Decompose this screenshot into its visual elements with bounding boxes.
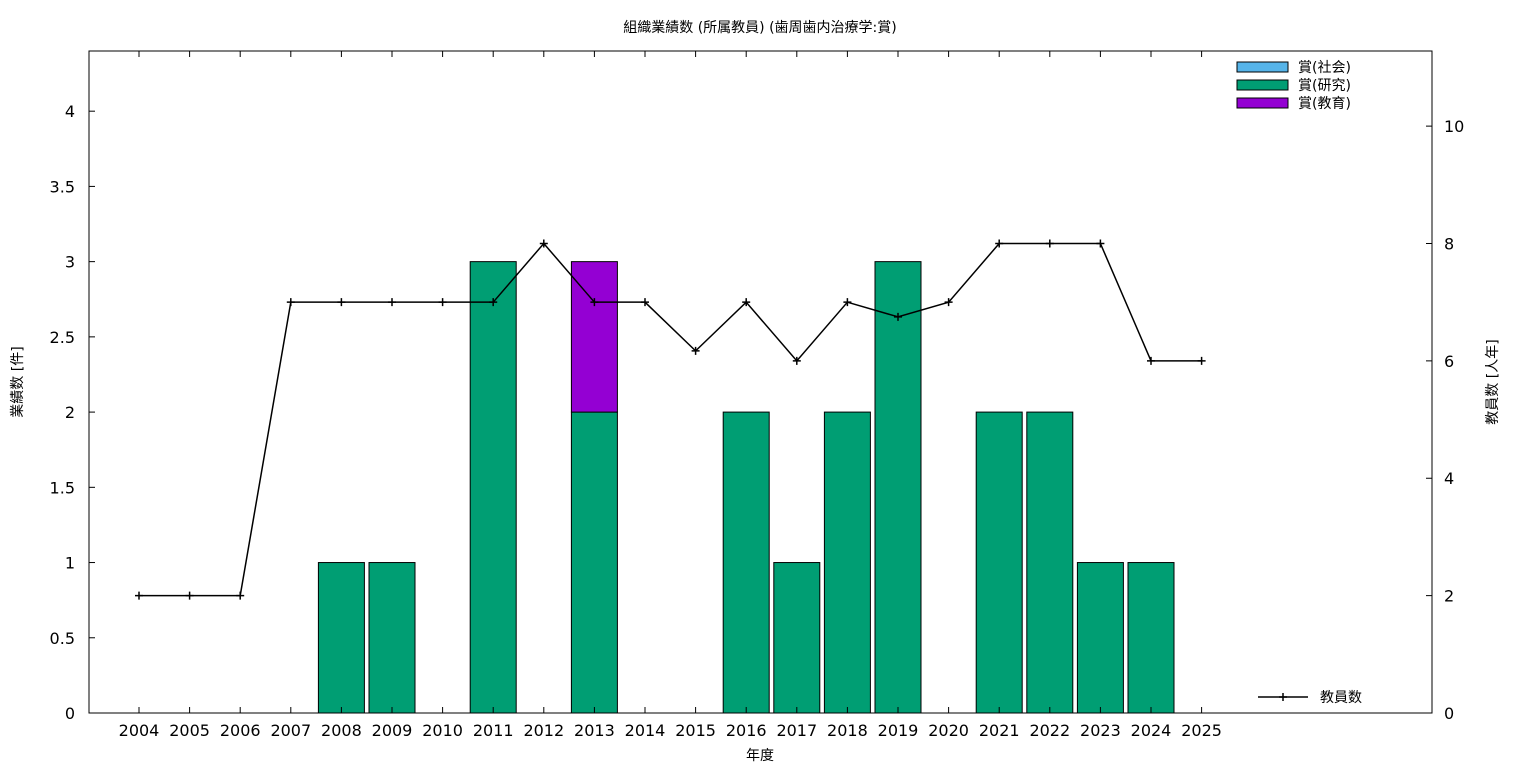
x-tick-label-15: 2019	[878, 721, 919, 740]
x-tick-label-12: 2016	[726, 721, 767, 740]
x-tick-label-13: 2017	[776, 721, 817, 740]
line-point-13	[792, 356, 801, 365]
line-series-path	[139, 242, 1202, 597]
x-axis-label: 年度	[746, 748, 774, 764]
x-tick-label-5: 2009	[372, 721, 413, 740]
x-tick-label-2: 2006	[220, 721, 261, 740]
line-point-5	[388, 298, 396, 307]
line-point-10	[641, 298, 649, 307]
line-point-11	[691, 346, 700, 355]
line-point-1	[185, 591, 194, 600]
legend-label-2: 賞(教育)	[1298, 96, 1351, 112]
bar-1-14	[823, 411, 871, 714]
bar-2-9	[570, 261, 618, 413]
y2-tick-label-1: 2	[1444, 587, 1454, 606]
y-axis-label: 業績数 [件]	[10, 346, 26, 417]
y-tick-label-2: 1	[65, 554, 75, 573]
line-point-9	[590, 298, 599, 307]
x-tick-label-17: 2021	[979, 721, 1020, 740]
line-point-12	[742, 298, 751, 307]
y2-tick-label-3: 6	[1444, 352, 1454, 371]
x-tick-label-7: 2011	[473, 721, 514, 740]
chart-title: 組織業績数 (所属教員) (歯周歯内治療学:賞)	[623, 19, 896, 36]
bar-1-20	[1127, 562, 1175, 714]
x-tick-label-20: 2024	[1131, 721, 1172, 740]
legend: 賞(社会) 賞(研究) 賞(教育)	[1236, 60, 1351, 112]
x-tick-label-18: 2022	[1029, 721, 1070, 740]
bar-1-5	[368, 562, 416, 714]
line-point-6	[438, 298, 447, 307]
x-tick-label-3: 2007	[270, 721, 311, 740]
legend-line-label: 教員数	[1320, 690, 1362, 706]
line-point-0	[135, 591, 143, 600]
line-point-8	[539, 239, 548, 248]
x-tick-label-1: 2005	[169, 721, 210, 740]
bar-1-18	[1026, 411, 1074, 714]
x-tick-label-10: 2014	[625, 721, 666, 740]
x-tick-label-0: 2004	[119, 721, 160, 740]
line-point-14	[843, 298, 852, 307]
legend-swatch-2	[1236, 97, 1289, 109]
line-point-2	[236, 591, 245, 600]
x-tick-label-21: 2025	[1181, 721, 1222, 740]
legend-label-0: 賞(社会)	[1298, 60, 1351, 76]
bar-1-17	[975, 411, 1023, 714]
line-point-4	[337, 298, 346, 307]
bar-1-9	[570, 411, 618, 714]
y-tick-label-5: 2.5	[50, 328, 75, 347]
line-point-7	[489, 298, 498, 307]
y-tick-label-1: 0.5	[50, 629, 75, 648]
bar-1-7	[469, 261, 517, 714]
line-layer	[135, 239, 1206, 600]
line-point-15	[894, 312, 902, 321]
x-tick-label-9: 2013	[574, 721, 615, 740]
plot-frame	[88, 50, 1433, 714]
line-point-18	[1045, 239, 1054, 248]
bar-1-13	[773, 562, 821, 714]
y2-tick-label-0: 0	[1444, 704, 1454, 723]
line-point-20	[1147, 356, 1155, 365]
y-tick-label-6: 3	[65, 253, 75, 272]
bar-1-19	[1076, 562, 1124, 714]
y-tick-label-0: 0	[65, 704, 75, 723]
bar-1-4	[317, 562, 365, 714]
y-tick-label-4: 2	[65, 403, 75, 422]
y2-tick-label-5: 10	[1444, 117, 1464, 136]
x-tick-label-16: 2020	[928, 721, 969, 740]
x-tick-label-11: 2015	[675, 721, 716, 740]
x-tick-label-8: 2012	[523, 721, 564, 740]
legend-line-marker	[1279, 693, 1287, 701]
bars-layer	[317, 261, 1175, 714]
x-tick-label-6: 2010	[422, 721, 463, 740]
y2-axis-label: 教員数 [人年]	[1485, 339, 1501, 424]
line-point-21	[1197, 356, 1206, 365]
line-point-16	[944, 298, 953, 307]
line-legend: 教員数	[1258, 690, 1362, 706]
x-tick-label-19: 2023	[1080, 721, 1121, 740]
y2-axis: 0 2 4 6 8 10	[1426, 117, 1464, 723]
bar-1-15	[874, 261, 922, 714]
x-tick-label-14: 2018	[827, 721, 868, 740]
y2-tick-label-2: 4	[1444, 469, 1454, 488]
y2-tick-label-4: 8	[1444, 234, 1454, 253]
y-axis: 0 0.5 1 1.5 2 2.5 3 3.5 4	[50, 102, 95, 723]
legend-swatch-0	[1236, 61, 1289, 73]
legend-swatch-1	[1236, 79, 1289, 91]
legend-label-1: 賞(研究)	[1298, 78, 1351, 94]
y-tick-label-7: 3.5	[50, 177, 75, 196]
line-point-17	[995, 239, 1004, 248]
bar-1-12	[722, 411, 770, 714]
x-tick-label-4: 2008	[321, 721, 362, 740]
y-tick-label-8: 4	[65, 102, 75, 121]
y-tick-label-3: 1.5	[50, 478, 75, 497]
line-point-3	[286, 298, 295, 307]
line-point-19	[1096, 239, 1105, 248]
x-axis: 2004 2005 2006 2007 2008 2009 2010 2011 2012 2013…	[119, 51, 1222, 740]
